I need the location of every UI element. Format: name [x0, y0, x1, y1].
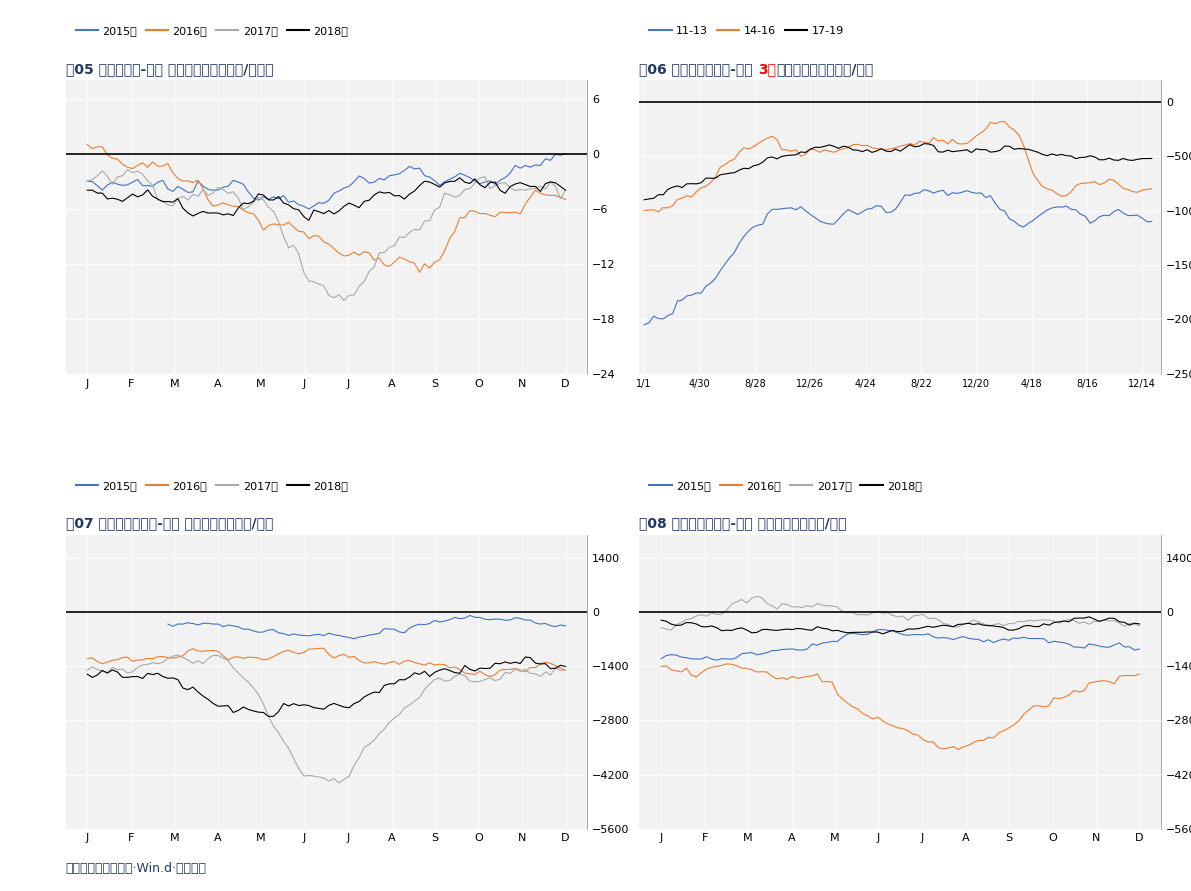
Text: 图07 中国海南：杯胶-胶水 季节性折线图（元/吨）: 图07 中国海南：杯胶-胶水 季节性折线图（元/吨） — [66, 517, 273, 531]
Text: 3年: 3年 — [757, 61, 777, 76]
Text: 周期性折线图（美元/吨）: 周期性折线图（美元/吨） — [777, 61, 873, 76]
Legend: 2015年, 2016年, 2017年, 2018年: 2015年, 2016年, 2017年, 2018年 — [646, 476, 927, 495]
Legend: 2015年, 2016年, 2017年, 2018年: 2015年, 2016年, 2017年, 2018年 — [71, 21, 353, 40]
Legend: 2015年, 2016年, 2017年, 2018年: 2015年, 2016年, 2017年, 2018年 — [71, 476, 353, 495]
Text: 资料来源：卓创资讯·Win.d·银河期货: 资料来源：卓创资讯·Win.d·银河期货 — [66, 862, 206, 875]
Text: 图05 泰国：杯胶-胶水 季节性折线图（泰铢/公斤）: 图05 泰国：杯胶-胶水 季节性折线图（泰铢/公斤） — [66, 61, 273, 76]
Text: 图08 中国云南：杯胶-胶水 季节性折线图（元/吨）: 图08 中国云南：杯胶-胶水 季节性折线图（元/吨） — [640, 517, 847, 531]
Text: 图06 马来西亚：杯胶-胶水: 图06 马来西亚：杯胶-胶水 — [640, 61, 757, 76]
Legend: 11-13, 14-16, 17-19: 11-13, 14-16, 17-19 — [646, 21, 848, 40]
